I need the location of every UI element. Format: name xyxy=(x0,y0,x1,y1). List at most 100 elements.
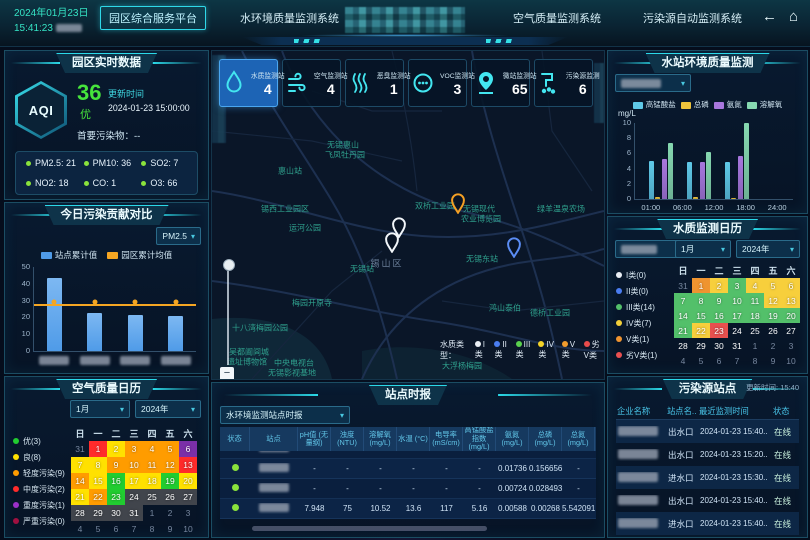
calendar-day-cell[interactable]: 15 xyxy=(89,473,107,489)
nav-tab-2[interactable]: 空气质量监测系统 xyxy=(513,13,601,25)
station-filter-outfall[interactable]: 污染源监测 6 xyxy=(534,59,600,107)
pollution-source-row[interactable]: 进水口 2024-01-23 15:40.. 在线 xyxy=(616,512,799,535)
calendar-day-cell[interactable]: 27 xyxy=(786,325,796,336)
calendar-day-cell[interactable]: 2 xyxy=(107,441,125,457)
calendar-day-cell[interactable]: 8 xyxy=(752,355,758,366)
calendar-day-cell[interactable]: 29 xyxy=(89,505,107,521)
station-select[interactable] xyxy=(615,74,691,92)
station-filter-pin[interactable]: 微站监测站 65 xyxy=(471,59,537,107)
report-type-select[interactable]: 水环境监测站点时报 xyxy=(220,406,350,424)
water-station-marker-I类[interactable] xyxy=(391,217,407,243)
calendar-day-cell[interactable]: 26 xyxy=(768,325,778,336)
year-select[interactable]: 2024年 xyxy=(736,240,800,258)
zoom-slider-track[interactable] xyxy=(227,271,229,365)
calendar-day-cell[interactable]: 3 xyxy=(788,340,794,351)
calendar-day-cell[interactable]: 5 xyxy=(95,524,101,534)
calendar-day-cell[interactable]: 1 xyxy=(692,278,710,293)
year-select[interactable]: 2024年 xyxy=(135,400,201,418)
calendar-day-cell[interactable]: 17 xyxy=(125,473,143,489)
calendar-day-cell[interactable]: 30 xyxy=(714,340,724,351)
calendar-day-cell[interactable]: 9 xyxy=(710,293,728,308)
calendar-day-cell[interactable]: 7 xyxy=(71,457,89,473)
calendar-day-cell[interactable]: 4 xyxy=(746,278,764,293)
pollution-source-row[interactable]: 出水口 2024-01-23 15:40.. 在线 xyxy=(616,420,799,443)
calendar-day-cell[interactable]: 6 xyxy=(179,441,197,457)
calendar-day-cell[interactable]: 10 xyxy=(728,293,746,308)
calendar-day-cell[interactable]: 20 xyxy=(179,473,197,489)
calendar-day-cell[interactable]: 31 xyxy=(125,505,143,521)
calendar-day-cell[interactable]: 31 xyxy=(732,340,742,351)
calendar-day-cell[interactable]: 19 xyxy=(764,308,782,323)
calendar-day-cell[interactable]: 1 xyxy=(752,340,758,351)
calendar-day-cell[interactable]: 15 xyxy=(692,308,710,323)
calendar-day-cell[interactable]: 11 xyxy=(143,457,161,473)
month-select[interactable]: 1月 xyxy=(675,240,731,258)
calendar-day-cell[interactable]: 18 xyxy=(143,473,161,489)
calendar-day-cell[interactable]: 14 xyxy=(71,473,89,489)
calendar-day-cell[interactable]: 23 xyxy=(107,489,125,505)
calendar-day-cell[interactable]: 26 xyxy=(161,489,179,505)
station-filter-wind[interactable]: 空气监测站 4 xyxy=(282,59,348,107)
calendar-day-cell[interactable]: 30 xyxy=(107,505,125,521)
calendar-day-cell[interactable]: 7 xyxy=(131,524,137,534)
calendar-day-cell[interactable]: 6 xyxy=(113,524,119,534)
calendar-day-cell[interactable]: 2 xyxy=(770,340,776,351)
back-icon[interactable]: ← xyxy=(761,8,777,25)
calendar-day-cell[interactable]: 2 xyxy=(167,508,173,518)
calendar-day-cell[interactable]: 19 xyxy=(161,473,179,489)
calendar-day-cell[interactable]: 17 xyxy=(728,308,746,323)
calendar-day-cell[interactable]: 28 xyxy=(71,505,89,521)
calendar-day-cell[interactable]: 7 xyxy=(734,355,740,366)
calendar-day-cell[interactable]: 5 xyxy=(764,278,782,293)
station-select[interactable] xyxy=(615,240,685,258)
calendar-day-cell[interactable]: 13 xyxy=(782,293,800,308)
calendar-day-cell[interactable]: 31 xyxy=(678,280,688,291)
calendar-day-cell[interactable]: 20 xyxy=(782,308,800,323)
calendar-day-cell[interactable]: 7 xyxy=(674,293,692,308)
calendar-day-cell[interactable]: 3 xyxy=(728,278,746,293)
station-filter-water-drop[interactable]: 水质监测站 4 xyxy=(219,59,285,107)
calendar-day-cell[interactable]: 21 xyxy=(71,489,89,505)
calendar-day-cell[interactable]: 9 xyxy=(167,524,173,534)
calendar-day-cell[interactable]: 12 xyxy=(764,293,782,308)
calendar-day-cell[interactable]: 4 xyxy=(143,441,161,457)
calendar-day-cell[interactable]: 4 xyxy=(680,355,686,366)
calendar-day-cell[interactable]: 10 xyxy=(786,355,796,366)
calendar-day-cell[interactable]: 9 xyxy=(770,355,776,366)
water-station-marker-V类[interactable] xyxy=(450,193,466,219)
station-filter-voc[interactable]: VOC监测站 3 xyxy=(408,59,475,107)
calendar-day-cell[interactable]: 23 xyxy=(710,323,728,338)
calendar-day-cell[interactable]: 3 xyxy=(185,508,191,518)
calendar-day-cell[interactable]: 24 xyxy=(125,489,143,505)
calendar-day-cell[interactable]: 25 xyxy=(143,489,161,505)
calendar-day-cell[interactable]: 5 xyxy=(698,355,704,366)
calendar-day-cell[interactable]: 22 xyxy=(692,323,710,338)
calendar-day-cell[interactable]: 8 xyxy=(692,293,710,308)
water-station-marker-I类[interactable] xyxy=(384,232,400,258)
city-map[interactable]: 水质监测站 4 空气监测站 4 恶臭监测站 1 VOC监测站 3 微站监测站 65 污染源监测 6 无… xyxy=(211,50,605,380)
calendar-day-cell[interactable]: 1 xyxy=(89,441,107,457)
calendar-day-cell[interactable]: 14 xyxy=(674,308,692,323)
calendar-day-cell[interactable]: 2 xyxy=(710,278,728,293)
calendar-day-cell[interactable]: 16 xyxy=(710,308,728,323)
calendar-day-cell[interactable]: 22 xyxy=(89,489,107,505)
nav-tab-3[interactable]: 污染源自动监测系统 xyxy=(643,13,742,25)
zoom-out-button[interactable]: − xyxy=(220,367,234,379)
calendar-day-cell[interactable]: 8 xyxy=(89,457,107,473)
report-table-row[interactable]: 7.948 75 10.52 13.6 117 5.16 0.00588 0.00268 5.5… xyxy=(220,499,596,519)
calendar-day-cell[interactable]: 8 xyxy=(149,524,155,534)
calendar-day-cell[interactable]: 24 xyxy=(732,325,742,336)
calendar-day-cell[interactable]: 5 xyxy=(161,441,179,457)
month-select[interactable]: 1月 xyxy=(70,400,130,418)
pollutant-select[interactable]: PM2.5 xyxy=(156,227,201,245)
calendar-day-cell[interactable]: 9 xyxy=(107,457,125,473)
calendar-day-cell[interactable]: 25 xyxy=(750,325,760,336)
calendar-day-cell[interactable]: 10 xyxy=(183,524,193,534)
station-filter-odor[interactable]: 恶臭监测站 1 xyxy=(345,59,411,107)
horizontal-scrollbar[interactable] xyxy=(252,526,487,531)
calendar-day-cell[interactable]: 18 xyxy=(746,308,764,323)
calendar-day-cell[interactable]: 31 xyxy=(75,444,85,454)
calendar-day-cell[interactable]: 13 xyxy=(179,457,197,473)
